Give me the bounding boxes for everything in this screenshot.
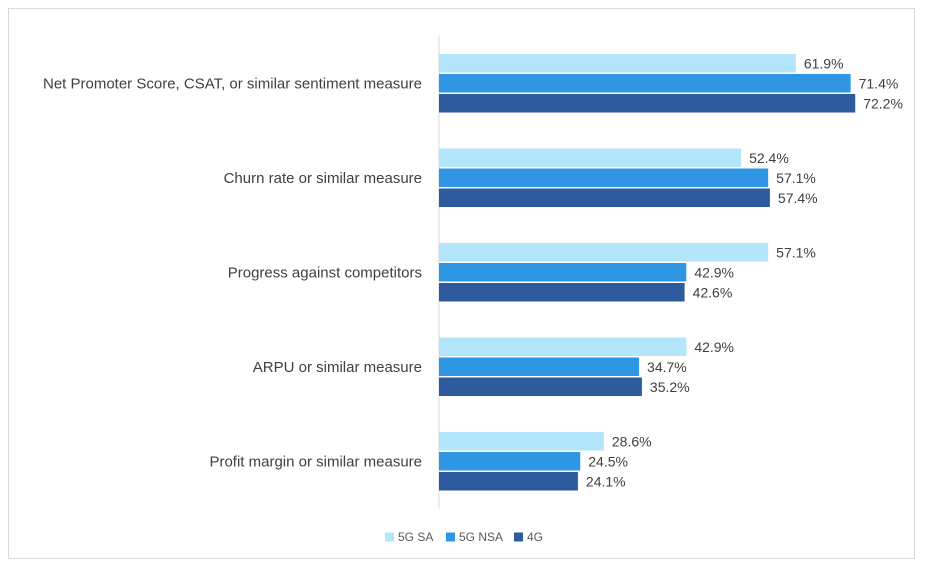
legend-entry: 5G SA	[398, 530, 433, 544]
data-label: 35.2%	[650, 379, 690, 395]
legend-swatch	[446, 532, 455, 542]
data-label: 24.5%	[588, 453, 628, 469]
bar-5g-sa	[439, 54, 796, 73]
bar-4g	[439, 472, 578, 491]
legend: 5G SA 5G NSA 4G	[385, 530, 543, 544]
data-label: 57.1%	[776, 244, 816, 260]
category-label: Profit margin or similar measure	[209, 453, 422, 470]
bar-5g-sa	[439, 243, 769, 262]
data-label: 42.9%	[694, 339, 734, 355]
bar-5g-sa	[439, 337, 687, 356]
data-label: 42.6%	[693, 284, 733, 300]
bar-5g-nsa	[439, 168, 769, 187]
data-label: 24.1%	[586, 473, 626, 489]
data-label: 28.6%	[612, 433, 652, 449]
category-label: Progress against competitors	[228, 264, 422, 281]
legend-entry: 5G NSA	[459, 530, 503, 544]
bar-5g-nsa	[439, 263, 687, 282]
bar-4g	[439, 94, 856, 113]
legend-swatch	[514, 532, 523, 542]
data-label: 57.1%	[776, 170, 816, 186]
data-label: 61.9%	[804, 55, 844, 71]
bar-4g	[439, 188, 770, 207]
data-label: 52.4%	[749, 150, 789, 166]
bar-5g-nsa	[439, 357, 640, 376]
category-label: Churn rate or similar measure	[224, 170, 422, 187]
legend-entry: 4G	[527, 530, 543, 544]
bars-layer	[439, 54, 856, 491]
bar-4g	[439, 283, 685, 302]
bar-5g-sa	[439, 432, 604, 451]
category-label: ARPU or similar measure	[253, 359, 422, 376]
data-label: 42.9%	[694, 264, 734, 280]
bar-5g-sa	[439, 148, 742, 167]
category-label: Net Promoter Score, CSAT, or similar sen…	[43, 75, 422, 92]
bar-5g-nsa	[439, 452, 581, 471]
data-label: 34.7%	[647, 359, 687, 375]
legend-swatch	[385, 532, 394, 542]
labels-layer: Net Promoter Score, CSAT, or similar sen…	[43, 55, 903, 489]
data-label: 71.4%	[859, 75, 899, 91]
data-label: 72.2%	[863, 95, 903, 111]
data-label: 57.4%	[778, 190, 818, 206]
bar-4g	[439, 377, 642, 396]
bar-5g-nsa	[439, 74, 851, 93]
